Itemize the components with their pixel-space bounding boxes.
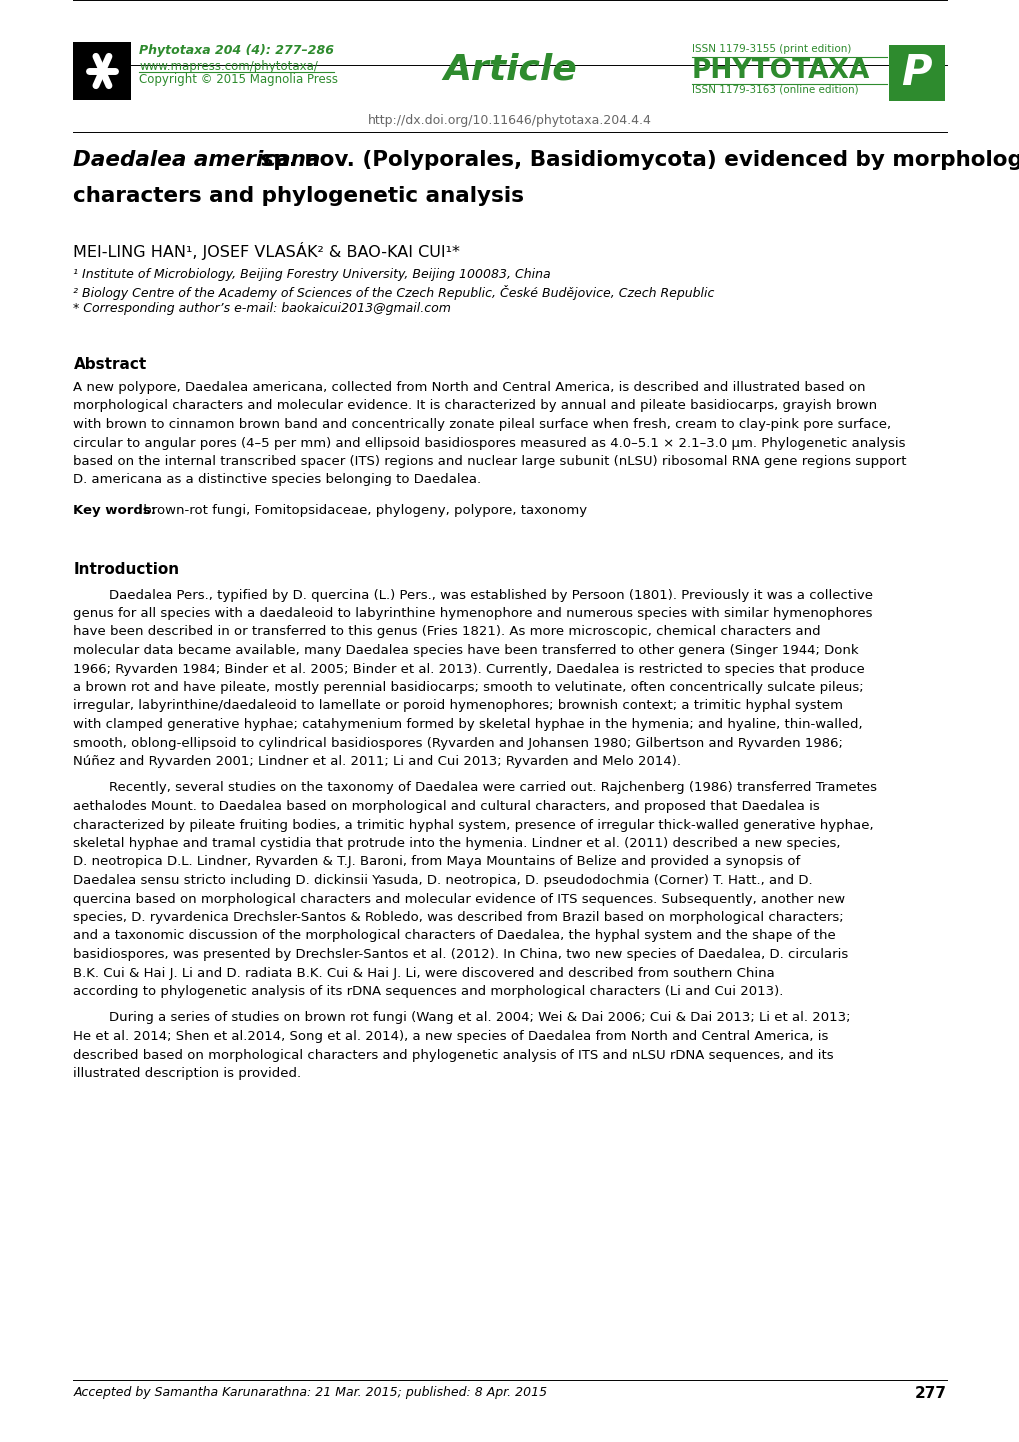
Text: http://dx.doi.org/10.11646/phytotaxa.204.4.4: http://dx.doi.org/10.11646/phytotaxa.204… <box>368 114 651 127</box>
Text: 277: 277 <box>914 1386 946 1402</box>
Text: Accepted by Samantha Karunarathna: 21 Mar. 2015; published: 8 Apr. 2015: Accepted by Samantha Karunarathna: 21 Ma… <box>73 1386 547 1399</box>
Text: Phytotaxa 204 (4): 277–286: Phytotaxa 204 (4): 277–286 <box>140 45 334 58</box>
Text: Article: Article <box>442 52 577 87</box>
Text: with brown to cinnamon brown band and concentrically zonate pileal surface when : with brown to cinnamon brown band and co… <box>73 418 891 431</box>
Text: PHYTOTAXA: PHYTOTAXA <box>691 58 869 84</box>
Bar <box>888 45 944 101</box>
Text: circular to angular pores (4–5 per mm) and ellipsoid basidiospores measured as 4: circular to angular pores (4–5 per mm) a… <box>73 437 905 450</box>
Text: skeletal hyphae and tramal cystidia that protrude into the hymenia. Lindner et a: skeletal hyphae and tramal cystidia that… <box>73 836 840 849</box>
Text: morphological characters and molecular evidence. It is characterized by annual a: morphological characters and molecular e… <box>73 399 876 412</box>
Text: www.mapress.com/phytotaxa/: www.mapress.com/phytotaxa/ <box>140 61 318 74</box>
Text: ISSN 1179-3163 (online edition): ISSN 1179-3163 (online edition) <box>691 85 857 95</box>
Text: molecular data became available, many Daedalea species have been transferred to : molecular data became available, many Da… <box>73 645 858 658</box>
Text: P: P <box>901 52 931 94</box>
Text: Introduction: Introduction <box>73 562 179 577</box>
Text: a brown rot and have pileate, mostly perennial basidiocarps; smooth to velutinat: a brown rot and have pileate, mostly per… <box>73 681 863 694</box>
Text: During a series of studies on brown rot fungi (Wang et al. 2004; Wei & Dai 2006;: During a series of studies on brown rot … <box>109 1011 850 1024</box>
Text: sp. nov. (Polyporales, Basidiomycota) evidenced by morphological: sp. nov. (Polyporales, Basidiomycota) ev… <box>253 150 1019 170</box>
Text: described based on morphological characters and phylogenetic analysis of ITS and: described based on morphological charact… <box>73 1048 834 1061</box>
Text: and a taxonomic discussion of the morphological characters of Daedalea, the hyph: and a taxonomic discussion of the morpho… <box>73 930 836 943</box>
Text: irregular, labyrinthine/daedaleoid to lamellate or poroid hymenophores; brownish: irregular, labyrinthine/daedaleoid to la… <box>73 699 843 712</box>
Text: D. neotropica D.L. Lindner, Ryvarden & T.J. Baroni, from Maya Mountains of Beliz: D. neotropica D.L. Lindner, Ryvarden & T… <box>73 855 800 868</box>
Text: brown-rot fungi, Fomitopsidaceae, phylogeny, polypore, taxonomy: brown-rot fungi, Fomitopsidaceae, phylog… <box>140 505 587 518</box>
Text: He et al. 2014; Shen et al.2014, Song et al. 2014), a new species of Daedalea fr: He et al. 2014; Shen et al.2014, Song et… <box>73 1030 828 1043</box>
Text: ¹ Institute of Microbiology, Beijing Forestry University, Beijing 100083, China: ¹ Institute of Microbiology, Beijing For… <box>73 268 550 281</box>
Text: have been described in or transferred to this genus (Fries 1821). As more micros: have been described in or transferred to… <box>73 626 820 639</box>
Text: * Corresponding author’s e-mail: baokaicui2013@gmail.com: * Corresponding author’s e-mail: baokaic… <box>73 301 450 314</box>
Text: MEI-LING HAN¹, JOSEF VLASÁK² & BAO-KAI CUI¹*: MEI-LING HAN¹, JOSEF VLASÁK² & BAO-KAI C… <box>73 242 460 260</box>
Text: genus for all species with a daedaleoid to labyrinthine hymenophore and numerous: genus for all species with a daedaleoid … <box>73 607 872 620</box>
Text: B.K. Cui & Hai J. Li and D. radiata B.K. Cui & Hai J. Li, were discovered and de: B.K. Cui & Hai J. Li and D. radiata B.K.… <box>73 966 774 979</box>
Text: Key words:: Key words: <box>73 505 156 518</box>
Text: smooth, oblong-ellipsoid to cylindrical basidiospores (Ryvarden and Johansen 198: smooth, oblong-ellipsoid to cylindrical … <box>73 737 843 750</box>
Text: characterized by pileate fruiting bodies, a trimitic hyphal system, presence of : characterized by pileate fruiting bodies… <box>73 819 873 832</box>
Text: Daedalea Pers., typified by D. quercina (L.) Pers., was established by Persoon (: Daedalea Pers., typified by D. quercina … <box>109 588 872 601</box>
Text: quercina based on morphological characters and molecular evidence of ITS sequenc: quercina based on morphological characte… <box>73 893 845 906</box>
Text: characters and phylogenetic analysis: characters and phylogenetic analysis <box>73 186 524 206</box>
Text: based on the internal transcribed spacer (ITS) regions and nuclear large subunit: based on the internal transcribed spacer… <box>73 456 906 469</box>
Text: aethalodes Mount. to Daedalea based on morphological and cultural characters, an: aethalodes Mount. to Daedalea based on m… <box>73 800 819 813</box>
Text: with clamped generative hyphae; catahymenium formed by skeletal hyphae in the hy: with clamped generative hyphae; catahyme… <box>73 718 862 731</box>
Text: ISSN 1179-3155 (print edition): ISSN 1179-3155 (print edition) <box>691 45 850 53</box>
Text: species, D. ryvardenica Drechsler-Santos & Robledo, was described from Brazil ba: species, D. ryvardenica Drechsler-Santos… <box>73 911 844 924</box>
Text: Copyright © 2015 Magnolia Press: Copyright © 2015 Magnolia Press <box>140 74 338 87</box>
Text: Daedalea americana: Daedalea americana <box>73 150 321 170</box>
Text: Daedalea sensu stricto including D. dickinsii Yasuda, D. neotropica, D. pseudodo: Daedalea sensu stricto including D. dick… <box>73 874 812 887</box>
Text: illustrated description is provided.: illustrated description is provided. <box>73 1067 302 1080</box>
Text: ² Biology Centre of the Academy of Sciences of the Czech Republic, České Budějov: ² Biology Centre of the Academy of Scien… <box>73 286 714 300</box>
Text: Núñez and Ryvarden 2001; Lindner et al. 2011; Li and Cui 2013; Ryvarden and Melo: Núñez and Ryvarden 2001; Lindner et al. … <box>73 756 681 769</box>
Text: basidiospores, was presented by Drechsler-Santos et al. (2012). In China, two ne: basidiospores, was presented by Drechsle… <box>73 947 848 960</box>
Text: D. americana as a distinctive species belonging to Daedalea.: D. americana as a distinctive species be… <box>73 473 481 486</box>
Text: according to phylogenetic analysis of its rDNA sequences and morphological chara: according to phylogenetic analysis of it… <box>73 985 783 998</box>
Text: Abstract: Abstract <box>73 358 147 372</box>
Text: Recently, several studies on the taxonomy of Daedalea were carried out. Rajchenb: Recently, several studies on the taxonom… <box>109 782 876 795</box>
Bar <box>73 42 131 99</box>
Text: A new polypore, Daedalea americana, collected from North and Central America, is: A new polypore, Daedalea americana, coll… <box>73 381 865 394</box>
Text: 1966; Ryvarden 1984; Binder et al. 2005; Binder et al. 2013). Currently, Daedale: 1966; Ryvarden 1984; Binder et al. 2005;… <box>73 662 864 675</box>
